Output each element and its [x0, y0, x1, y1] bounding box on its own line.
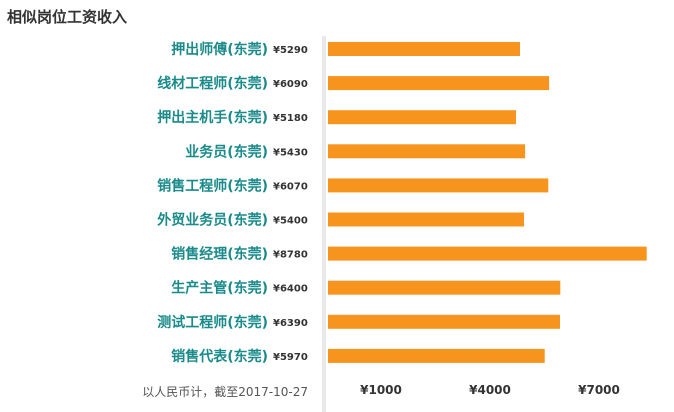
category-label: 押出主机手(东莞): [157, 109, 268, 126]
value-label: ¥5430: [273, 147, 308, 158]
chart-title: 相似岗位工资收入: [7, 8, 128, 26]
bar: [328, 212, 524, 227]
value-label: ¥6390: [273, 318, 308, 329]
value-label: ¥6070: [273, 181, 308, 192]
value-label: ¥5180: [273, 113, 308, 124]
bar: [328, 76, 550, 91]
category-label: 外贸业务员(东莞): [157, 212, 268, 229]
category-label: 押出师傅(东莞): [171, 41, 268, 58]
bar: [328, 280, 561, 295]
value-label: ¥5400: [273, 216, 308, 227]
bar: [328, 314, 560, 329]
category-label: 测试工程师(东莞): [157, 314, 268, 331]
axis-divider: [322, 36, 326, 412]
x-tick-label: ¥1000: [360, 383, 402, 397]
value-label: ¥5290: [273, 45, 308, 56]
bar: [328, 110, 516, 125]
value-label: ¥6090: [273, 79, 308, 90]
footnote: 以人民币计，截至2017-10-27: [142, 385, 308, 399]
value-label: ¥6400: [273, 284, 308, 295]
bar: [328, 178, 549, 193]
category-label: 销售工程师(东莞): [157, 177, 268, 194]
value-label: ¥5970: [273, 352, 308, 363]
bar: [328, 246, 647, 261]
bar: [328, 42, 520, 56]
value-label: ¥8780: [273, 250, 308, 261]
category-label: 销售经理(东莞): [171, 246, 268, 263]
x-tick-label: ¥4000: [469, 383, 511, 397]
category-label: 生产主管(东莞): [171, 280, 268, 297]
category-label: 销售代表(东莞): [171, 348, 268, 365]
category-label: 线材工程师(东莞): [157, 75, 268, 92]
x-tick-label: ¥7000: [578, 383, 620, 397]
category-label: 业务员(东莞): [185, 143, 268, 160]
bar: [328, 348, 545, 363]
bar: [328, 144, 526, 159]
